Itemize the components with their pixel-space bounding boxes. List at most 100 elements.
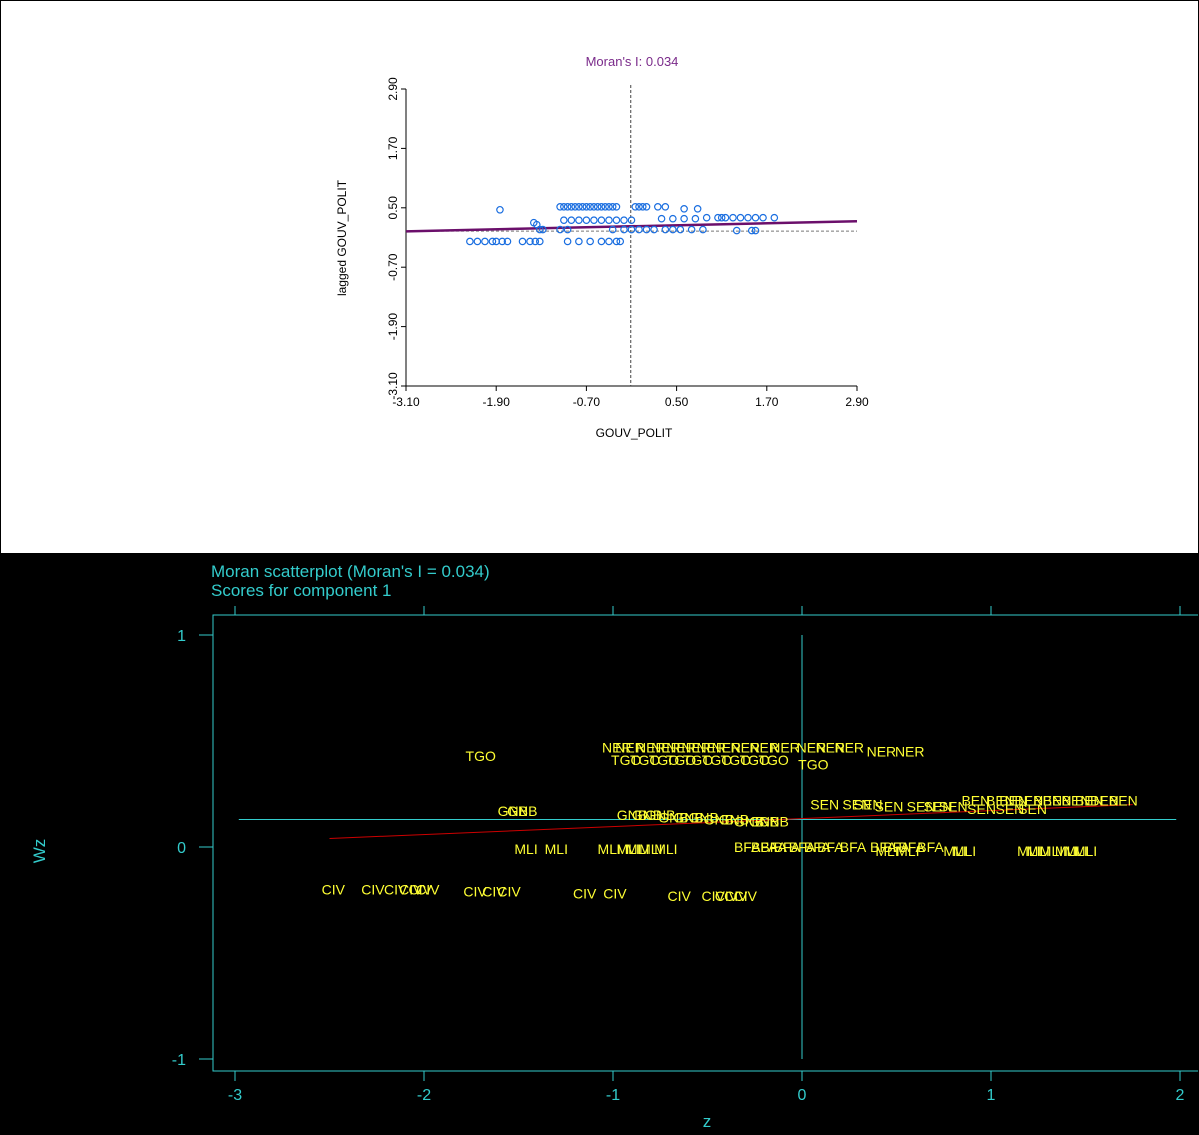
data-point	[518, 237, 527, 246]
point-label: SEN	[854, 797, 883, 813]
data-point	[721, 213, 730, 222]
point-label: GNB	[758, 814, 788, 830]
data-point	[669, 214, 677, 223]
point-label: NER	[797, 739, 827, 755]
data-point	[597, 203, 606, 211]
point-label: BEN	[961, 792, 990, 808]
point-label: GNB	[734, 814, 764, 830]
data-point	[680, 214, 688, 223]
point-label: TGO	[666, 752, 696, 768]
data-point	[717, 213, 726, 222]
geoda-moran-panel: Moran's I: 0.034 GOUV_POLIT lagged GOUV_…	[1, 1, 1198, 553]
point-label: MLI	[896, 843, 919, 859]
data-point	[693, 204, 702, 213]
point-label: CIV	[667, 888, 691, 904]
y-tick-label: -0.70	[386, 253, 400, 281]
data-point	[627, 225, 636, 234]
data-point	[567, 216, 576, 224]
data-point	[586, 237, 594, 246]
data-point	[503, 237, 512, 246]
data-point	[751, 226, 760, 235]
point-label: NER	[712, 739, 742, 755]
point-label: BFA	[917, 839, 944, 855]
point-label: TGO	[740, 752, 770, 768]
y-tick-label: 2.90	[386, 77, 400, 101]
point-label: CIV	[724, 888, 748, 904]
data-point	[627, 216, 636, 224]
x-tick-label: -3	[228, 1087, 242, 1104]
data-point	[498, 237, 507, 246]
data-point	[631, 203, 640, 211]
point-label: NER	[696, 739, 726, 755]
y-tick-label: 1.70	[386, 136, 400, 160]
point-label: SEN	[907, 799, 936, 815]
x-tick-label: -1	[606, 1087, 620, 1104]
point-label: BEN	[986, 792, 1015, 808]
data-point	[575, 237, 583, 246]
point-label: CIV	[573, 886, 597, 902]
point-label: MLI	[1040, 843, 1063, 859]
data-point	[575, 203, 583, 211]
data-point	[612, 237, 621, 246]
point-label: BFA	[804, 839, 831, 855]
x-tick-label: 2	[1176, 1087, 1185, 1104]
data-point	[563, 237, 572, 246]
point-label: MLI	[953, 843, 976, 859]
data-point	[612, 203, 621, 211]
data-point	[714, 213, 722, 222]
point-label: MLI	[545, 841, 568, 857]
y-axis-label: Wz	[30, 839, 49, 864]
data-point	[751, 213, 760, 222]
data-point	[571, 203, 579, 211]
point-label: SEN	[810, 797, 839, 813]
point-label: GNB	[719, 811, 749, 827]
data-point	[605, 237, 613, 246]
point-label: MLI	[654, 841, 677, 857]
x-tick-label: -1.90	[483, 395, 511, 409]
data-point	[535, 225, 544, 234]
x-tick-label: 1	[987, 1087, 996, 1104]
point-label: NER	[895, 744, 925, 760]
plot-region	[212, 614, 1198, 1072]
point-label: CIV	[399, 881, 423, 897]
point-label: CIV	[409, 881, 433, 897]
data-point	[638, 203, 647, 211]
data-point	[590, 216, 598, 224]
point-label: BEN	[1062, 792, 1091, 808]
point-label: BEN	[1043, 792, 1072, 808]
data-point	[496, 205, 504, 214]
data-point	[575, 216, 583, 224]
x-tick-label: -3.10	[392, 395, 420, 409]
point-label: SEN	[842, 797, 871, 813]
point-label: CIV	[322, 881, 346, 897]
point-label: MLI	[616, 841, 639, 857]
point-label: TGO	[758, 752, 788, 768]
point-label: BFA	[840, 839, 867, 855]
data-point	[531, 237, 540, 246]
data-point	[556, 203, 564, 211]
point-label: CIV	[384, 881, 408, 897]
point-label: GNB	[658, 809, 688, 825]
data-point	[650, 225, 658, 234]
point-label: MLI	[1055, 843, 1078, 859]
y-tick-label: -1.90	[386, 313, 400, 341]
data-point	[744, 213, 752, 222]
point-label: MLI	[598, 841, 621, 857]
point-label: GNB	[704, 811, 734, 827]
data-point	[563, 203, 572, 211]
point-label: MLI	[1017, 843, 1040, 859]
data-point	[747, 226, 756, 235]
data-point	[593, 203, 602, 211]
point-label: GNB	[645, 807, 675, 823]
data-point	[702, 213, 711, 222]
data-point	[473, 237, 482, 246]
data-point	[699, 225, 707, 234]
point-label: GNB	[617, 807, 647, 823]
data-point	[539, 225, 547, 234]
x-tick-label: -0.70	[573, 395, 601, 409]
point-label: NER	[816, 739, 846, 755]
x-tick-label: 1.70	[755, 395, 779, 409]
data-point	[691, 214, 700, 223]
point-label: MLI	[626, 841, 649, 857]
